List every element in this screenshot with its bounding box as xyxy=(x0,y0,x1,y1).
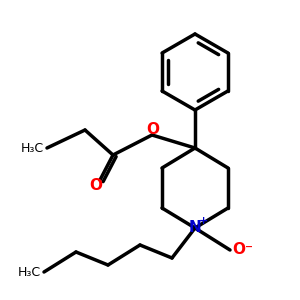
Text: +: + xyxy=(200,216,208,226)
Text: O: O xyxy=(146,122,160,137)
Text: H₃C: H₃C xyxy=(21,142,44,154)
Text: O: O xyxy=(89,178,103,194)
Text: H₃C: H₃C xyxy=(18,266,41,278)
Text: N: N xyxy=(189,220,201,236)
Text: O⁻: O⁻ xyxy=(232,242,254,257)
